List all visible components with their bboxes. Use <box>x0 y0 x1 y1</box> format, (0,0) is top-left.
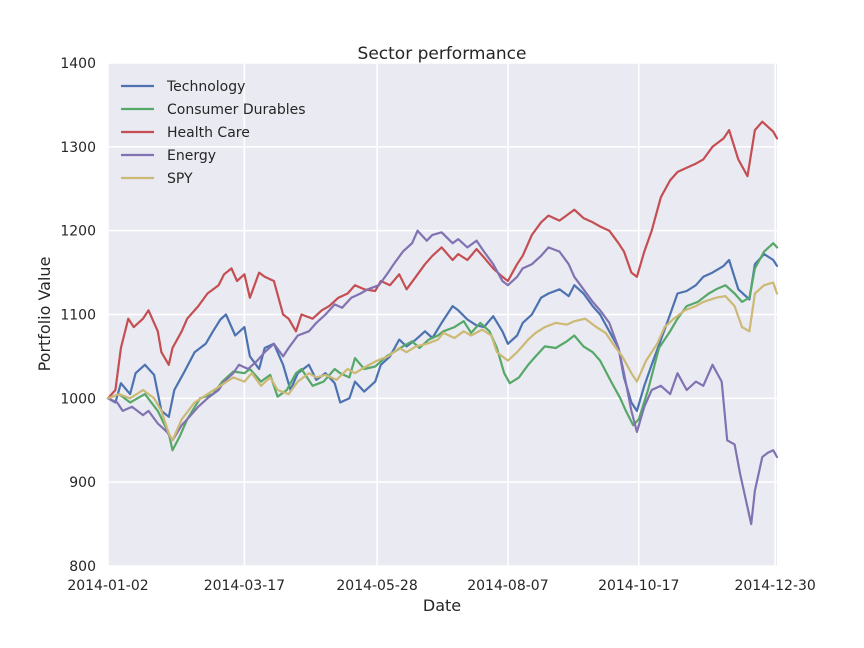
y-tick-label: 800 <box>69 559 96 575</box>
x-tick-label: 2014-03-17 <box>204 578 285 594</box>
series-line-health-care <box>106 120 779 400</box>
y-tick-label: 1300 <box>60 140 96 156</box>
legend-label-spy: SPY <box>167 171 193 187</box>
legend: Technology Consumer Durables Health Care En… <box>121 79 306 187</box>
chart-title: Sector performance <box>358 44 527 64</box>
y-tick-label: 1400 <box>60 56 96 72</box>
y-tick-label: 1200 <box>60 224 96 240</box>
y-tick-labels: 800 900 1000 1100 1200 1300 1400 <box>60 56 96 575</box>
x-tick-label: 2014-10-17 <box>598 578 679 594</box>
series-line-energy <box>106 229 779 526</box>
y-axis-label: Portfolio Value <box>35 257 54 372</box>
x-tick-labels: 2014-01-02 2014-03-17 2014-05-28 2014-08-07… <box>67 578 816 594</box>
y-tick-label: 900 <box>69 475 96 491</box>
x-tick-label: 2014-12-30 <box>734 578 815 594</box>
y-tick-label: 1000 <box>60 391 96 407</box>
x-axis-label: Date <box>423 596 461 615</box>
series-lines <box>106 120 779 526</box>
legend-label-health-care: Health Care <box>167 125 250 141</box>
x-tick-label: 2014-01-02 <box>67 578 148 594</box>
series-line-spy <box>106 281 779 442</box>
series-line-consumer-durables <box>106 242 779 452</box>
legend-label-consumer-durables: Consumer Durables <box>167 102 306 118</box>
y-tick-label: 1100 <box>60 308 96 324</box>
legend-label-technology: Technology <box>166 79 245 95</box>
x-tick-label: 2014-08-07 <box>467 578 548 594</box>
legend-label-energy: Energy <box>167 148 216 164</box>
gridlines <box>107 62 777 567</box>
x-tick-label: 2014-05-28 <box>336 578 417 594</box>
